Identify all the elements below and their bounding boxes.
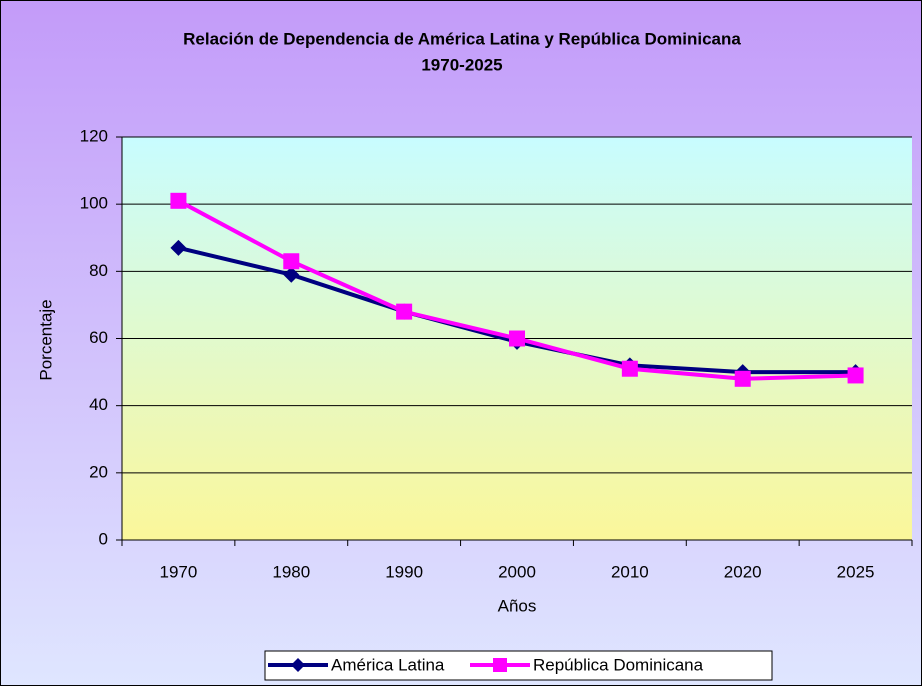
- y-axis-label: Porcentaje: [36, 299, 55, 380]
- chart-title: Relación de Dependencia de América Latin…: [183, 29, 741, 48]
- legend-marker: [493, 658, 507, 672]
- x-tick-label: 2010: [611, 562, 649, 581]
- x-tick-label: 1980: [272, 562, 310, 581]
- y-tick-label: 40: [89, 395, 108, 414]
- y-tick-label: 80: [89, 261, 108, 280]
- point: [283, 253, 300, 270]
- point: [509, 330, 525, 347]
- x-tick-label: 2020: [724, 562, 762, 581]
- legend-label: América Latina: [331, 655, 445, 674]
- chart-subtitle: 1970-2025: [421, 55, 502, 74]
- y-tick-label: 0: [99, 529, 108, 548]
- y-tick-label: 100: [80, 194, 108, 213]
- x-tick-label: 2000: [498, 562, 536, 581]
- y-tick-label: 60: [89, 328, 108, 347]
- x-tick-label: 1990: [385, 562, 423, 581]
- legend-marker: [291, 658, 305, 672]
- y-tick-label: 20: [89, 462, 108, 481]
- point: [283, 266, 300, 283]
- point: [170, 192, 187, 209]
- x-tick-label: 2025: [837, 562, 875, 581]
- point: [847, 367, 864, 384]
- point: [734, 370, 751, 387]
- point: [621, 360, 638, 377]
- x-tick-label: 1970: [160, 562, 198, 581]
- legend-label: República Dominicana: [533, 655, 704, 674]
- y-tick-label: 120: [80, 126, 108, 145]
- point: [170, 239, 187, 256]
- x-axis-label: Años: [498, 596, 537, 615]
- point: [396, 303, 413, 320]
